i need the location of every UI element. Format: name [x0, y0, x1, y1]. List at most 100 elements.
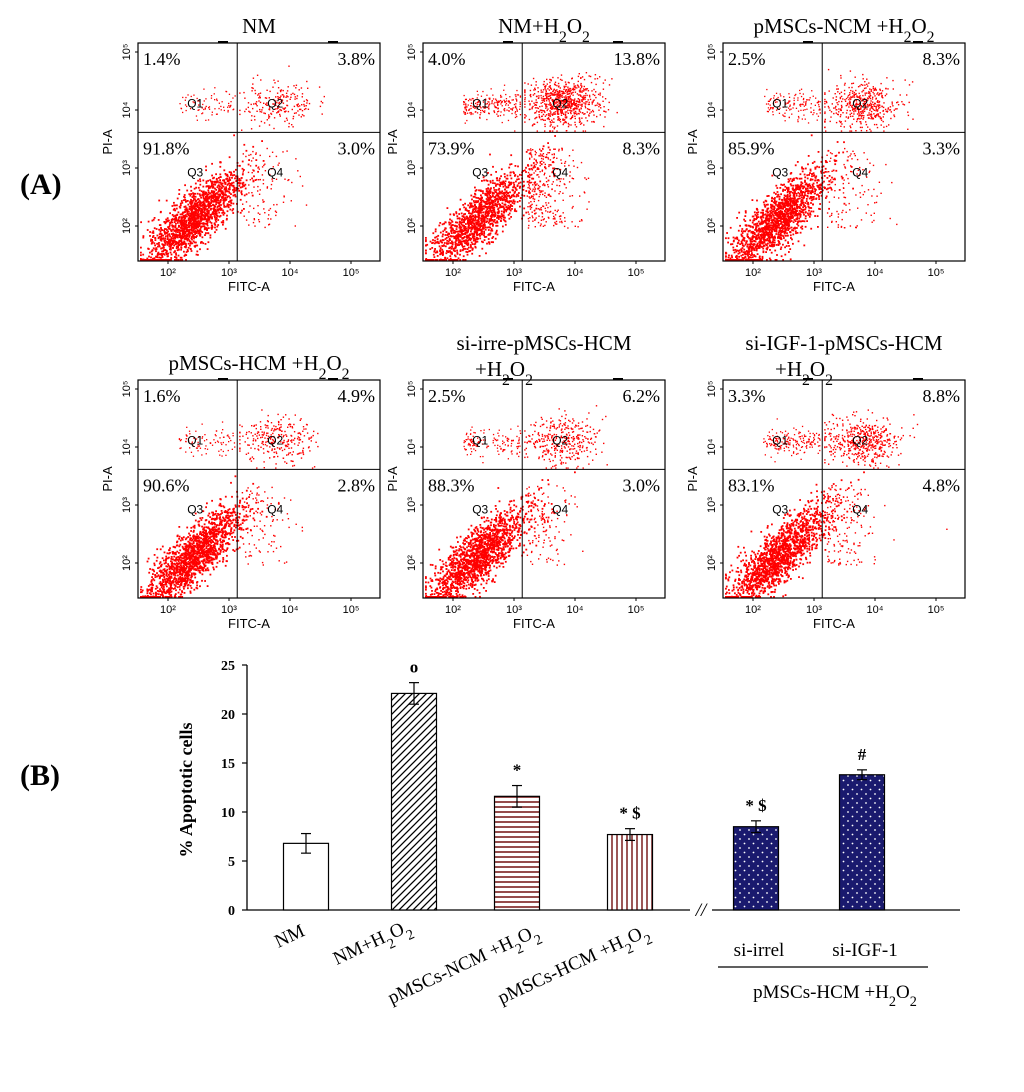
q4-percent: 3.0% [338, 138, 376, 158]
y-tick-label: 10² [406, 218, 418, 234]
y-tick-label: 10⁴ [406, 438, 418, 455]
y-tick-label: 10³ [406, 160, 418, 176]
q4-percent: 8.3% [623, 138, 661, 158]
x-tick-label: 10⁵ [628, 604, 645, 616]
quadrant-label: Q4 [267, 502, 283, 516]
q4-percent: 4.8% [923, 475, 961, 495]
y-tick-label: 10⁴ [121, 438, 133, 455]
x-tick-label: 10³ [221, 267, 237, 279]
x-tick-label: 10⁵ [628, 267, 645, 279]
panel-label-b: (B) [20, 759, 60, 792]
quadrant-label: Q3 [472, 502, 488, 516]
y-tick-label: 10⁴ [406, 101, 418, 118]
x-tick-label: 10⁵ [343, 604, 360, 616]
quadrant-label: Q1 [772, 433, 788, 447]
flow-plot: si-IGF-1-pMSCs-HCM+H2O23.3%8.8%83.1%4.8%… [685, 331, 965, 631]
x-tick-label: 10² [745, 267, 761, 279]
q1-percent: 3.3% [728, 386, 766, 406]
bar [734, 827, 779, 910]
panel-label-a: (A) [20, 168, 62, 201]
quadrant-label: Q1 [472, 433, 488, 447]
y-axis-label: PI-A [385, 466, 400, 492]
quadrant-label: Q3 [772, 502, 788, 516]
quadrant-label: Q3 [187, 165, 203, 179]
x-tick-label: 10⁴ [867, 604, 884, 616]
x-tick-label: 10² [745, 604, 761, 616]
y-tick-label: 10⁵ [706, 44, 718, 61]
y-tick-label: 10² [121, 218, 133, 234]
y-tick-label: 10² [121, 555, 133, 571]
x-axis-label: FITC-A [228, 279, 270, 294]
y-tick-label: 10⁵ [121, 381, 133, 398]
y-tick-label: 10 [221, 806, 235, 821]
group-label: pMSCs-HCM +H2O2 [753, 982, 917, 1010]
scatter-dots [425, 72, 618, 261]
significance-marker: * $ [745, 796, 767, 815]
q2-percent: 4.9% [338, 386, 376, 406]
x-axis-label: FITC-A [513, 279, 555, 294]
q2-percent: 6.2% [623, 386, 661, 406]
q1-percent: 2.5% [728, 49, 766, 69]
q2-percent: 8.8% [923, 386, 961, 406]
y-tick-label: 10³ [121, 497, 133, 513]
x-tick-label: 10³ [806, 604, 822, 616]
flow-plot: si-irre-pMSCs-HCM+H2O22.5%6.2%88.3%3.0%Q… [385, 331, 665, 631]
x-tick-label: 10⁴ [282, 604, 299, 616]
plot-title: si-IGF-1-pMSCs-HCM [745, 331, 943, 355]
plot-title: si-irre-pMSCs-HCM [456, 331, 631, 355]
q3-percent: 90.6% [143, 475, 190, 495]
q3-percent: 83.1% [728, 475, 775, 495]
y-tick-label: 10³ [121, 160, 133, 176]
x-tick-label: 10³ [806, 267, 822, 279]
y-tick-label: 10² [706, 218, 718, 234]
x-category-label: si-IGF-1 [832, 940, 897, 961]
bar [608, 835, 653, 910]
scatter-dots [725, 409, 948, 597]
scatter-dots [425, 405, 608, 598]
q4-percent: 3.3% [923, 138, 961, 158]
x-category-label: NM [271, 920, 308, 952]
x-tick-label: 10² [160, 267, 176, 279]
quadrant-label: Q3 [472, 165, 488, 179]
plot-title: pMSCs-NCM +H2O2 [753, 14, 934, 46]
y-axis-label: PI-A [385, 129, 400, 155]
q2-percent: 13.8% [614, 49, 661, 69]
scatter-dots [140, 66, 325, 261]
scatter-dots [725, 69, 914, 261]
y-tick-label: 0 [228, 904, 235, 919]
q3-percent: 88.3% [428, 475, 475, 495]
y-tick-label: 10³ [406, 497, 418, 513]
quadrant-label: Q4 [852, 502, 868, 516]
axis-break: // [695, 900, 708, 921]
plot-title: +H2O2 [475, 357, 533, 389]
x-tick-label: 10⁴ [282, 267, 299, 279]
quadrant-label: Q2 [267, 96, 283, 110]
x-tick-label: 10³ [221, 604, 237, 616]
y-axis-label: PI-A [100, 129, 115, 155]
significance-marker: o [410, 658, 419, 677]
y-tick-label: 10⁵ [706, 381, 718, 398]
quadrant-label: Q2 [552, 433, 568, 447]
x-tick-label: 10² [445, 604, 461, 616]
x-tick-label: 10⁵ [343, 267, 360, 279]
quadrant-label: Q3 [772, 165, 788, 179]
q3-percent: 85.9% [728, 138, 775, 158]
y-axis-label: PI-A [100, 466, 115, 492]
quadrant-label: Q4 [852, 165, 868, 179]
y-axis-label: PI-A [685, 466, 700, 492]
x-tick-label: 10⁴ [567, 604, 584, 616]
y-tick-label: 10⁵ [406, 381, 418, 398]
q1-percent: 4.0% [428, 49, 466, 69]
significance-marker: * [513, 761, 522, 780]
x-category-label: NM+H2O2 [330, 915, 417, 975]
significance-marker: * $ [619, 804, 641, 823]
scatter-dots [140, 409, 319, 598]
significance-marker: # [858, 745, 867, 764]
q3-percent: 91.8% [143, 138, 190, 158]
bar [840, 775, 885, 910]
